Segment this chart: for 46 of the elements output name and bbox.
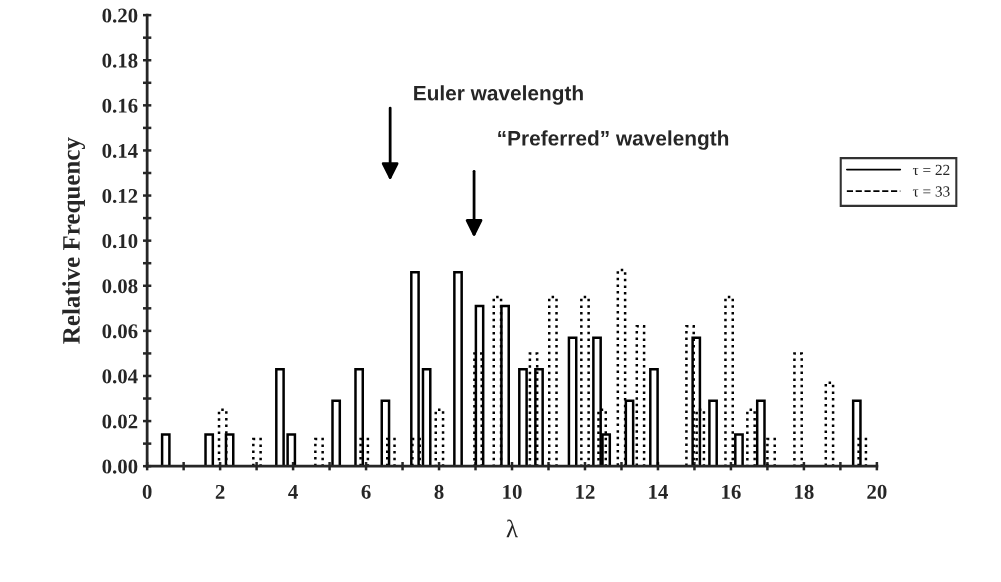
x-tick-label: 0 — [142, 484, 152, 499]
y-tick-label: 0.18 — [102, 53, 138, 68]
x-tick-label: 12 — [576, 484, 595, 499]
bar — [567, 336, 578, 467]
x-tick-label: 18 — [795, 484, 814, 499]
legend-label: τ = 22 — [912, 164, 950, 176]
y-tick-label: 0.02 — [102, 414, 138, 429]
bar — [252, 437, 262, 467]
y-tick-label: 0.00 — [102, 459, 138, 474]
x-tick-label: 2 — [215, 484, 225, 499]
y-tick-label: 0.14 — [102, 143, 138, 158]
x-tick-label: 4 — [288, 484, 298, 499]
bar — [824, 381, 835, 467]
annotation: Euler wavelength — [414, 85, 583, 105]
y-tick-label: 0.04 — [102, 369, 138, 384]
bar — [314, 437, 324, 467]
bar — [354, 367, 365, 467]
bar — [649, 367, 659, 467]
bar — [410, 270, 420, 467]
legend-label: τ = 33 — [912, 186, 950, 197]
annotation: “Preferred” wavelength — [498, 130, 729, 150]
bar — [204, 433, 215, 467]
x-tick-label: 14 — [649, 484, 668, 499]
y-tick-label: 0.20 — [102, 8, 138, 23]
y-tick-label: 0.16 — [102, 98, 138, 113]
y-tick-label: 0.10 — [102, 234, 138, 249]
bar — [160, 433, 171, 467]
y-tick-label: 0.08 — [102, 279, 138, 294]
bar — [434, 408, 445, 467]
x-tick-label: 8 — [434, 484, 444, 499]
y-axis-title: Relative Frequency — [62, 137, 85, 344]
bar — [635, 325, 646, 467]
x-axis-title: λ — [506, 519, 518, 538]
bar — [453, 270, 463, 467]
bar — [580, 295, 590, 467]
bar — [331, 399, 342, 467]
bar — [793, 352, 803, 467]
bar — [708, 399, 718, 467]
bar — [547, 295, 558, 467]
bar — [474, 304, 485, 467]
x-tick-label: 10 — [503, 484, 522, 499]
y-tick-label: 0.12 — [102, 188, 138, 204]
x-tick-label: 6 — [361, 484, 371, 499]
y-tick-label: 0.06 — [102, 324, 138, 339]
x-tick-label: 20 — [867, 484, 887, 499]
x-tick-label: 16 — [722, 484, 741, 499]
